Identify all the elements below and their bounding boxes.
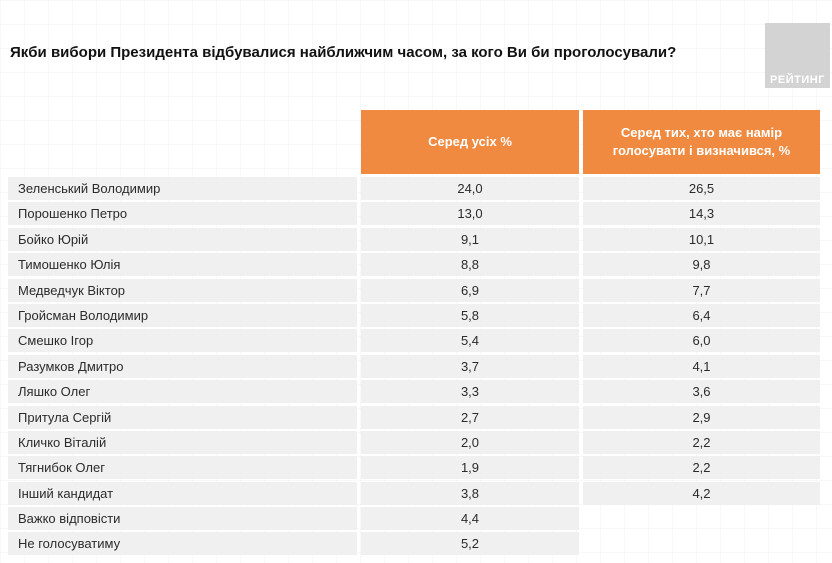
page-title: Якби вибори Президента відбувалися найбл… [10,44,677,61]
candidate-name: Порошенко Петро [8,202,357,226]
table-row: Кличко Віталій 2,0 2,2 [8,430,820,454]
table-row: Важко відповісти 4,4 [8,507,820,531]
candidate-name: Бойко Юрій [8,227,357,251]
value-decided: 6,4 [583,303,820,327]
candidate-name: Кличко Віталій [8,430,357,454]
value-decided [583,532,820,555]
value-all: 3,3 [361,380,579,404]
value-decided: 2,9 [583,405,820,429]
table-row: Бойко Юрій 9,1 10,1 [8,227,820,251]
table-row: Зеленський Володимир 24,0 26,5 [8,177,820,200]
value-decided: 6,0 [583,329,820,353]
value-all: 2,0 [361,430,579,454]
value-decided [583,507,820,530]
value-decided: 2,2 [583,430,820,454]
candidate-name: Ляшко Олег [8,380,357,404]
value-decided: 3,6 [583,380,820,404]
candidate-name: Разумков Дмитро [8,354,357,378]
candidate-name: Не голосуватиму [8,532,357,556]
value-all: 5,4 [361,329,579,353]
table-row: Гройсман Володимир 5,8 6,4 [8,303,820,327]
table-row: Притула Сергій 2,7 2,9 [8,405,820,429]
candidate-name: Притула Сергій [8,405,357,429]
value-decided: 9,8 [583,253,820,277]
value-decided: 26,5 [583,177,820,200]
candidate-name: Гройсман Володимир [8,303,357,327]
table-row: Ляшко Олег 3,3 3,6 [8,380,820,404]
value-all: 2,7 [361,405,579,429]
value-decided: 14,3 [583,202,820,226]
table-body: Зеленський Володимир 24,0 26,5 Порошенко Пе… [8,177,820,556]
value-all: 8,8 [361,253,579,277]
candidate-name: Смешко Ігор [8,329,357,353]
table-row: Медведчук Віктор 6,9 7,7 [8,278,820,302]
value-all: 3,7 [361,354,579,378]
table-header-row: Серед усіх % Серед тих, хто має намір го… [8,110,820,174]
value-all: 3,8 [361,481,579,505]
candidate-name: Важко відповісти [8,507,357,531]
table-row: Інший кандидат 3,8 4,2 [8,481,820,505]
header-spacer [8,110,357,174]
candidate-name: Інший кандидат [8,481,357,505]
value-decided: 4,1 [583,354,820,378]
value-decided: 10,1 [583,227,820,251]
table-row: Не голосуватиму 5,2 [8,532,820,556]
table-row: Тягнибок Олег 1,9 2,2 [8,456,820,480]
value-all: 6,9 [361,278,579,302]
value-all: 13,0 [361,202,579,226]
table-row: Смешко Ігор 5,4 6,0 [8,329,820,353]
value-all: 5,2 [361,532,579,556]
table-row: Порошенко Петро 13,0 14,3 [8,202,820,226]
value-all: 24,0 [361,177,579,200]
column-header-decided: Серед тих, хто має намір голосувати і ви… [583,110,820,174]
rating-group-logo: РЕЙТИНГ [765,23,830,88]
value-decided: 7,7 [583,278,820,302]
rating-logo-label: РЕЙТИНГ [770,74,825,86]
results-table: Серед усіх % Серед тих, хто має намір го… [8,110,820,558]
value-decided: 2,2 [583,456,820,480]
value-all: 5,8 [361,303,579,327]
candidate-name: Тимошенко Юлія [8,253,357,277]
value-all: 4,4 [361,507,579,531]
value-all: 9,1 [361,227,579,251]
column-header-all: Серед усіх % [361,110,579,174]
table-row: Тимошенко Юлія 8,8 9,8 [8,253,820,277]
value-all: 1,9 [361,456,579,480]
value-decided: 4,2 [583,481,820,505]
candidate-name: Медведчук Віктор [8,278,357,302]
candidate-name: Зеленський Володимир [8,177,357,200]
candidate-name: Тягнибок Олег [8,456,357,480]
table-row: Разумков Дмитро 3,7 4,1 [8,354,820,378]
